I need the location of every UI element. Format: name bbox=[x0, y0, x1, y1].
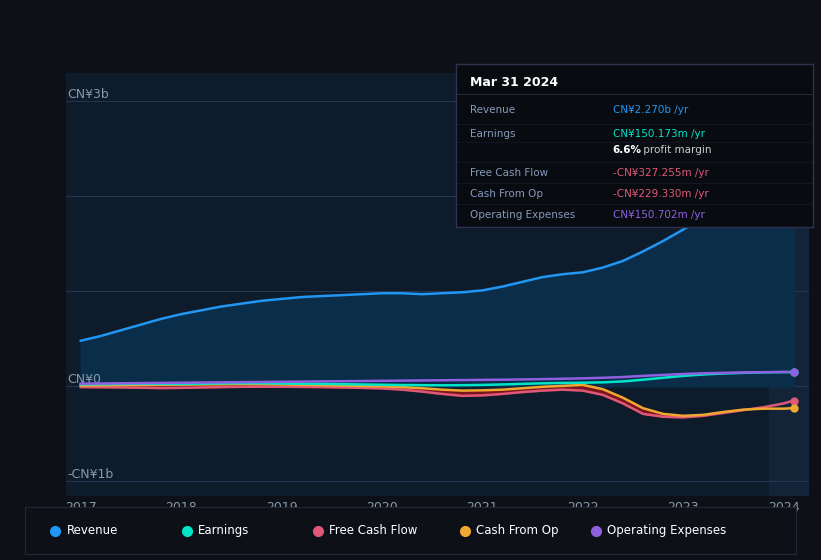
Text: CN¥150.173m /yr: CN¥150.173m /yr bbox=[612, 129, 704, 139]
Text: -CN¥1b: -CN¥1b bbox=[67, 468, 113, 482]
Text: CN¥150.702m /yr: CN¥150.702m /yr bbox=[612, 211, 704, 221]
Text: 6.6%: 6.6% bbox=[612, 146, 642, 156]
Text: Free Cash Flow: Free Cash Flow bbox=[470, 168, 548, 178]
Text: Operating Expenses: Operating Expenses bbox=[470, 211, 576, 221]
Text: Earnings: Earnings bbox=[199, 524, 250, 537]
Text: CN¥3b: CN¥3b bbox=[67, 88, 109, 101]
Text: CN¥0: CN¥0 bbox=[67, 374, 101, 386]
Text: Free Cash Flow: Free Cash Flow bbox=[329, 524, 418, 537]
Bar bbox=[768, 73, 809, 496]
Text: CN¥2.270b /yr: CN¥2.270b /yr bbox=[612, 105, 688, 115]
Text: Cash From Op: Cash From Op bbox=[476, 524, 558, 537]
Text: profit margin: profit margin bbox=[640, 146, 711, 156]
Text: Revenue: Revenue bbox=[470, 105, 515, 115]
Text: -CN¥327.255m /yr: -CN¥327.255m /yr bbox=[612, 168, 709, 178]
Text: Operating Expenses: Operating Expenses bbox=[608, 524, 727, 537]
Text: Revenue: Revenue bbox=[67, 524, 118, 537]
Text: Mar 31 2024: Mar 31 2024 bbox=[470, 76, 558, 89]
Text: Earnings: Earnings bbox=[470, 129, 516, 139]
Text: Cash From Op: Cash From Op bbox=[470, 189, 543, 199]
Text: -CN¥229.330m /yr: -CN¥229.330m /yr bbox=[612, 189, 709, 199]
